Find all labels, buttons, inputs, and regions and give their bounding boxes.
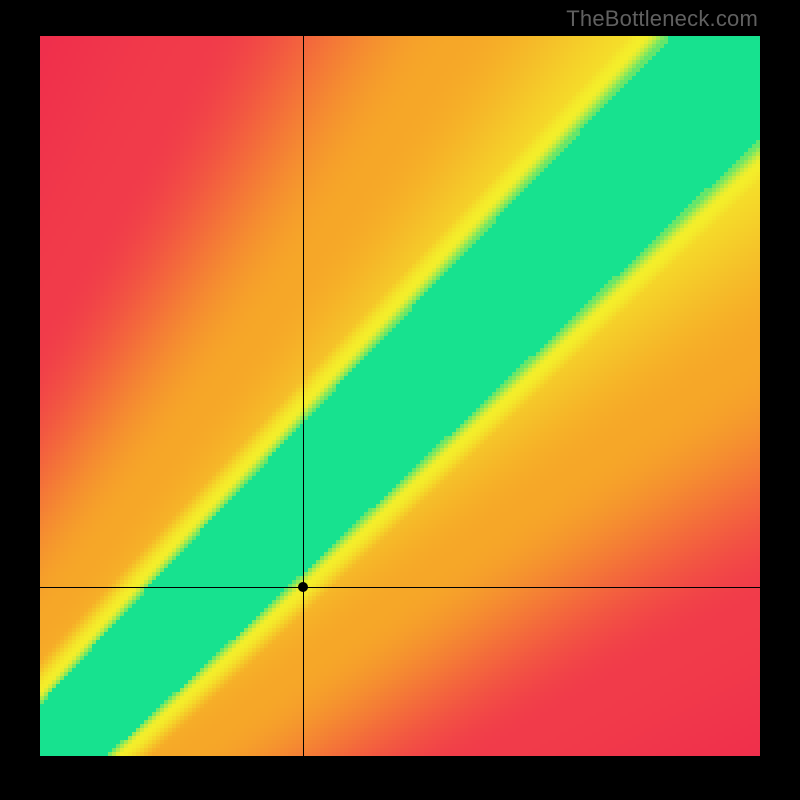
crosshair-vertical-line <box>303 36 304 756</box>
heatmap-canvas <box>40 36 760 756</box>
crosshair-horizontal-line <box>40 587 760 588</box>
crosshair-marker <box>298 582 308 592</box>
plot-area <box>40 36 760 756</box>
outer-frame: TheBottleneck.com <box>0 0 800 800</box>
watermark-text: TheBottleneck.com <box>566 6 758 32</box>
